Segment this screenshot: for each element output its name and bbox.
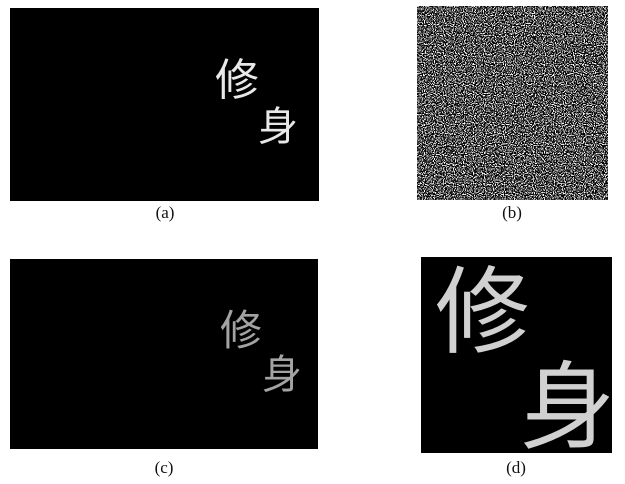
figure-canvas: (a)修身(b)(c)修身(d)修身 xyxy=(0,0,625,484)
glyph: 身 xyxy=(520,353,615,463)
glyph: 修 xyxy=(220,306,262,355)
panel-label: (c) xyxy=(155,458,174,477)
panel-label: (a) xyxy=(156,203,175,222)
figure: (a)修身(b)(c)修身(d)修身 xyxy=(0,0,625,484)
panel-label: (b) xyxy=(502,203,522,222)
glyph: 身 xyxy=(258,104,298,150)
noise xyxy=(417,6,608,200)
glyph: 修 xyxy=(215,55,259,106)
glyph: 修 xyxy=(435,258,530,368)
glyph: 身 xyxy=(262,352,302,398)
